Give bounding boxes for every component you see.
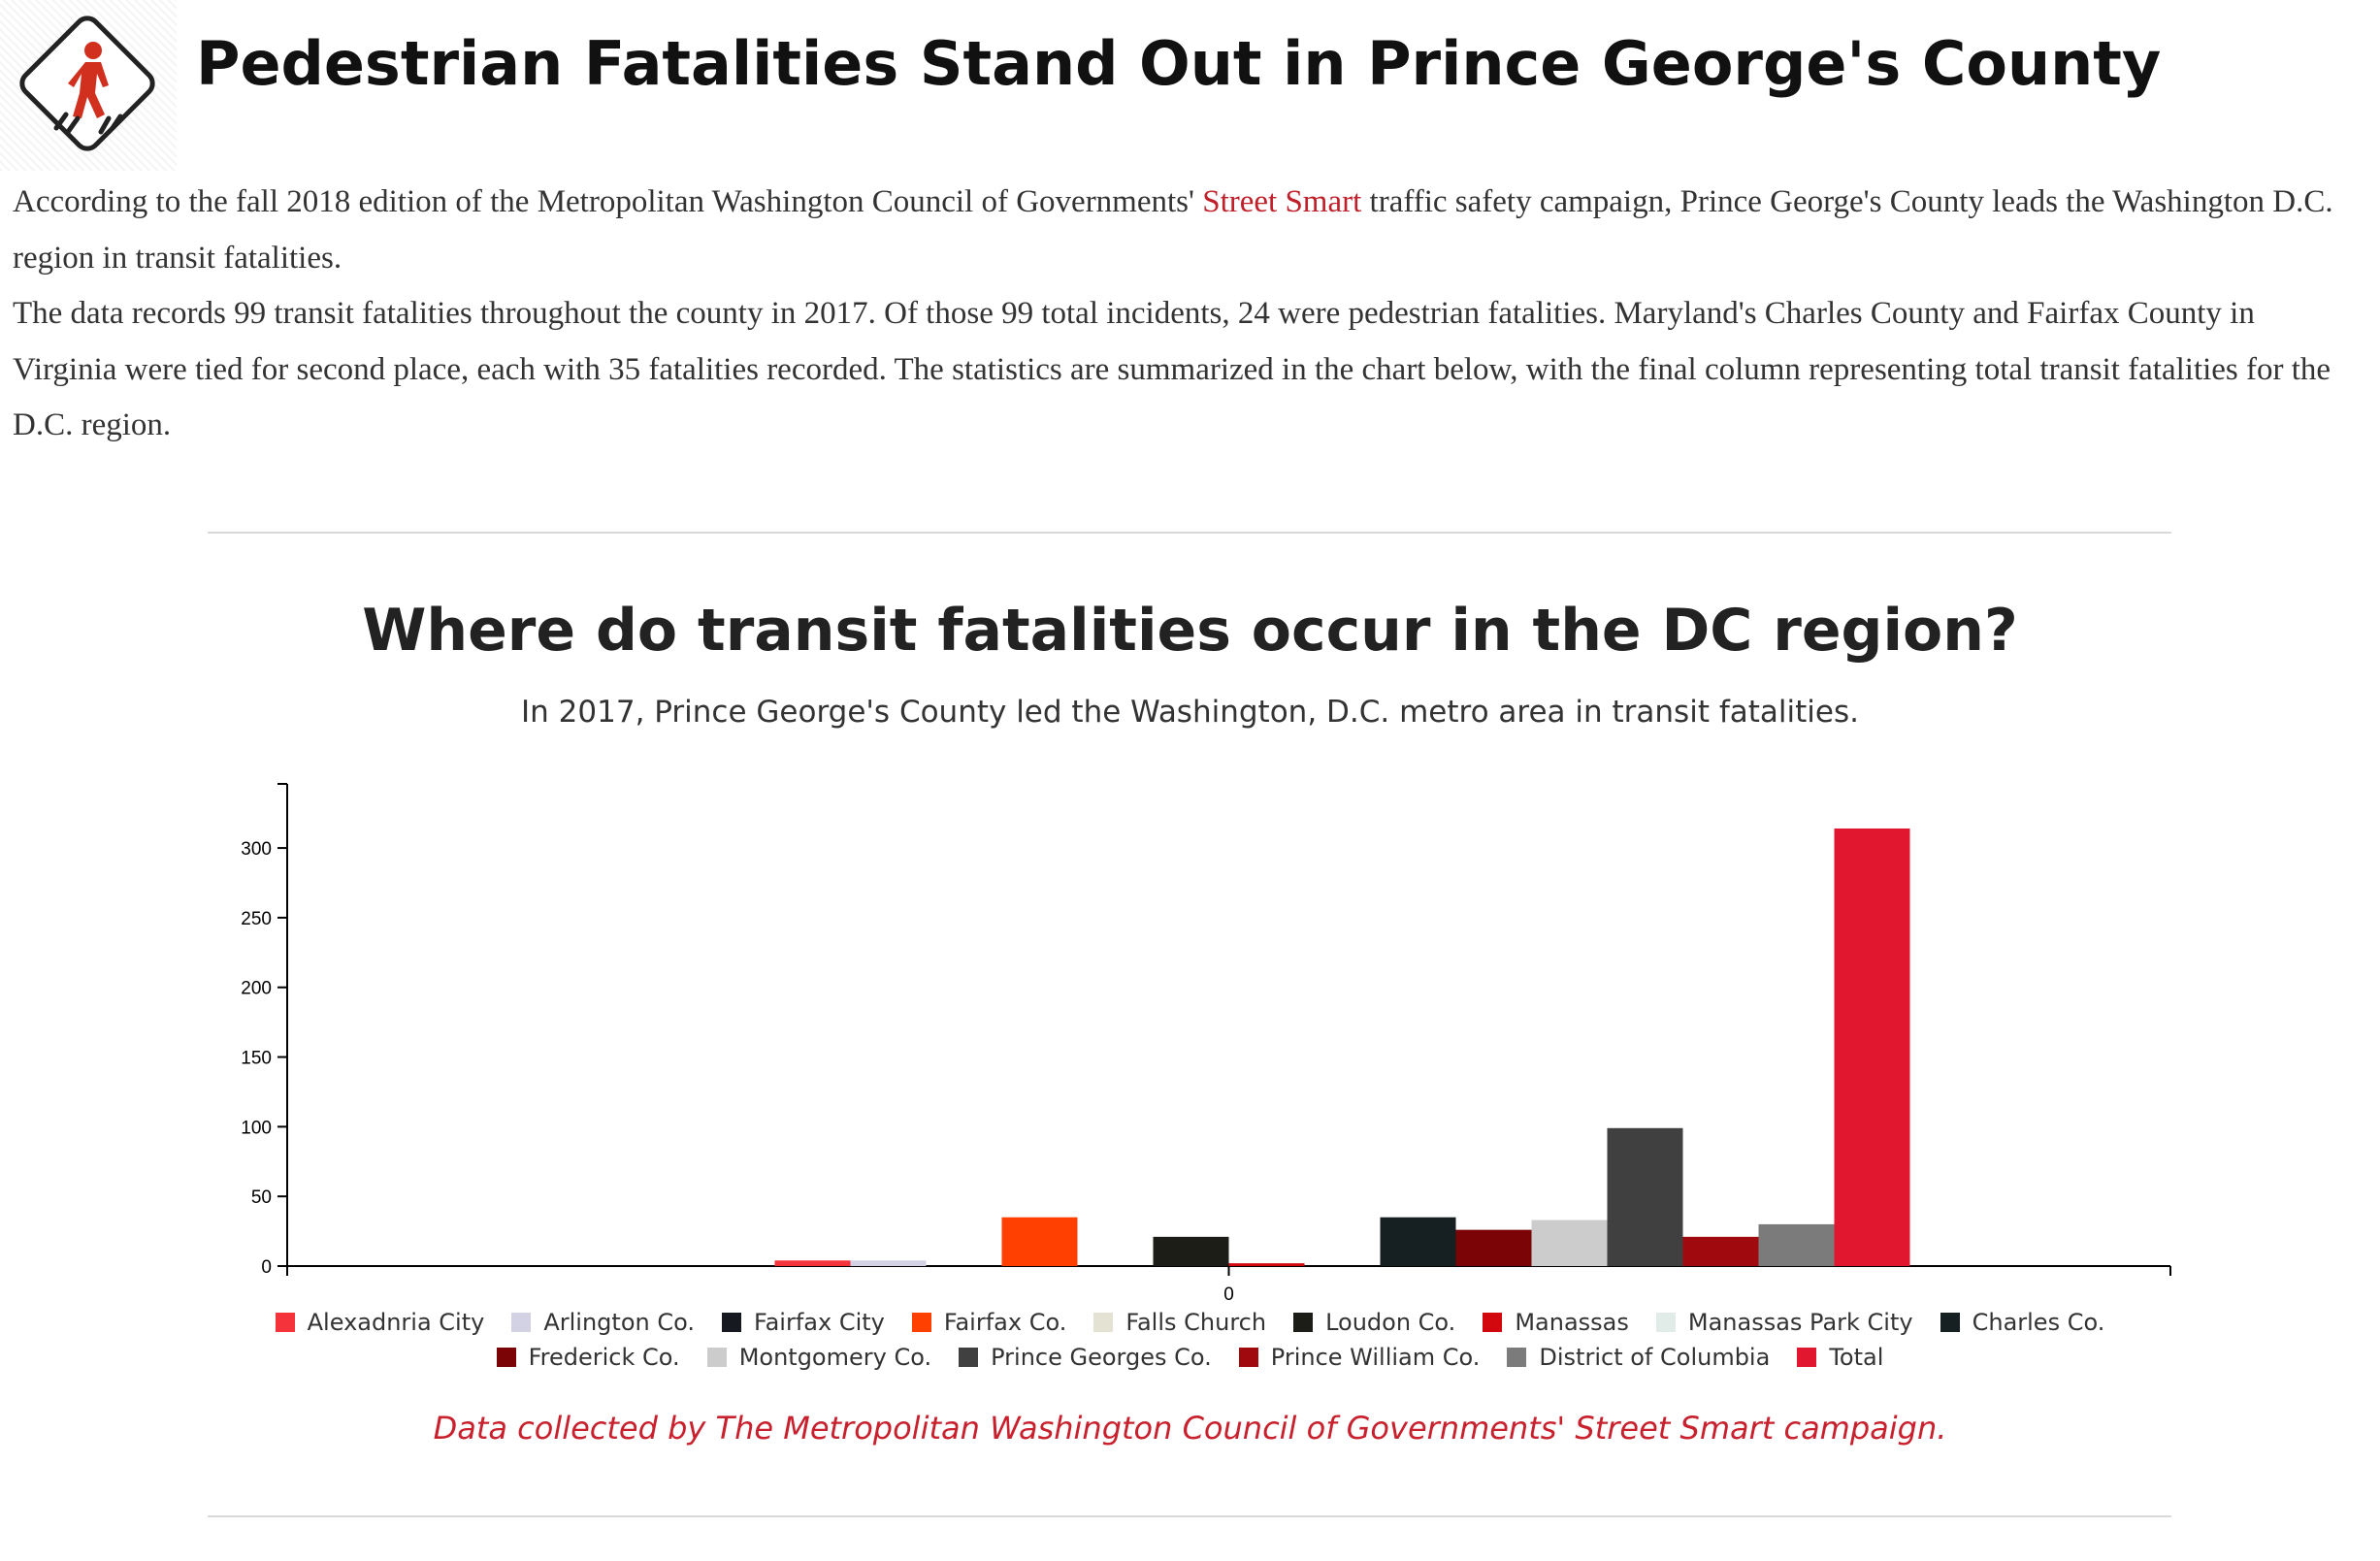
y-tick-label: 0: [261, 1257, 272, 1278]
legend-item: Manassas Park City: [1655, 1308, 1913, 1337]
legend-item: Falls Church: [1093, 1308, 1266, 1337]
legend-item: Fairfax Co.: [911, 1308, 1067, 1337]
bar-chart: 0 50 100 150 200 250 300 0: [241, 783, 2171, 1300]
intro-text-after: traffic safety campaign, Prince George's…: [13, 184, 2333, 276]
bar-district-of-columbia: [1758, 1223, 1835, 1266]
bar-loudon-co: [1153, 1236, 1229, 1266]
article-paragraph-data: The data records 99 transit fatalities t…: [13, 296, 2331, 442]
y-tick-label: 300: [241, 839, 272, 860]
legend-label: Arlington Co.: [543, 1309, 695, 1336]
legend-label: Loudon Co.: [1325, 1309, 1456, 1336]
legend-swatch: [1293, 1313, 1314, 1332]
bar-alexadnria-city: [774, 1260, 851, 1266]
bar-charles-co: [1380, 1217, 1456, 1266]
intro-text-before: According to the fall 2018 edition of th…: [13, 184, 1203, 219]
legend-label: Prince William Co.: [1270, 1344, 1481, 1371]
y-tick-label: 250: [241, 909, 272, 929]
legend-label: Charles Co.: [1972, 1309, 2105, 1336]
bar-total: [1834, 828, 1910, 1266]
legend-item: Arlington Co.: [511, 1308, 695, 1337]
legend-swatch: [1483, 1313, 1503, 1332]
pedestrian-crossing-sign-icon: [19, 16, 155, 151]
legend-swatch: [1093, 1313, 1114, 1332]
bar-manassas: [1228, 1263, 1305, 1266]
bar-montgomery-co: [1531, 1220, 1608, 1266]
legend-item: Alexadnria City: [275, 1308, 485, 1337]
street-smart-link[interactable]: Street Smart: [1202, 184, 1362, 219]
legend-label: Fairfax City: [754, 1309, 885, 1336]
bar-arlington-co: [850, 1260, 927, 1266]
legend-swatch: [496, 1348, 516, 1367]
y-tick-label: 150: [241, 1049, 272, 1069]
legend-swatch: [959, 1348, 979, 1367]
pedestrian-logo: [0, 0, 177, 171]
bar-prince-georges-co: [1607, 1127, 1683, 1266]
legend-swatch: [1238, 1348, 1258, 1367]
article-paragraph-intro: According to the fall 2018 edition of th…: [13, 175, 2365, 286]
chart-title: Where do transit fatalities occur in the…: [362, 597, 2018, 665]
legend-swatch: [1507, 1348, 1527, 1367]
legend-swatch: [1655, 1313, 1676, 1332]
legend-swatch: [275, 1313, 295, 1332]
y-tick-label: 50: [251, 1187, 272, 1208]
legend-item: Total: [1797, 1343, 1883, 1372]
bar-frederick-co: [1455, 1229, 1532, 1266]
y-tick-label: 100: [241, 1118, 272, 1138]
legend-item: Loudon Co.: [1293, 1308, 1455, 1337]
legend-item: Montgomery Co.: [706, 1343, 932, 1372]
bar-fairfax-co: [1001, 1217, 1078, 1266]
legend-label: Manassas: [1515, 1309, 1629, 1336]
legend-label: Manassas Park City: [1687, 1309, 1913, 1336]
top-divider: [208, 532, 2171, 534]
legend-swatch: [1940, 1313, 1960, 1332]
legend-swatch: [706, 1348, 727, 1367]
legend-swatch: [722, 1313, 741, 1332]
legend-item: Charles Co.: [1940, 1308, 2105, 1337]
legend-swatch: [911, 1313, 931, 1332]
legend-label: Fairfax Co.: [943, 1309, 1067, 1336]
legend-item: Frederick Co.: [496, 1343, 680, 1372]
legend-label: Frederick Co.: [528, 1344, 680, 1371]
legend-item: District of Columbia: [1507, 1343, 1770, 1372]
chart-legend: Alexadnria City Arlington Co. Fairfax City…: [194, 1308, 2186, 1372]
legend-label: Prince Georges Co.: [991, 1344, 1212, 1371]
legend-label: Alexadnria City: [307, 1309, 485, 1336]
chart-subtitle: In 2017, Prince George's County led the …: [521, 695, 1859, 730]
article-body: According to the fall 2018 edition of th…: [13, 175, 2365, 454]
legend-label: Falls Church: [1125, 1309, 1267, 1336]
legend-item: Prince William Co.: [1238, 1343, 1481, 1372]
page-title: Pedestrian Fatalities Stand Out in Princ…: [196, 28, 2162, 99]
y-tick-label: 200: [241, 979, 272, 999]
x-tick-label: 0: [1223, 1285, 1234, 1300]
legend-item: Fairfax City: [722, 1308, 885, 1337]
legend-item: Prince Georges Co.: [959, 1343, 1212, 1372]
bottom-divider: [208, 1515, 2171, 1517]
legend-swatch: [511, 1313, 532, 1332]
source-note: Data collected by The Metropolitan Washi…: [433, 1410, 1947, 1447]
legend-swatch: [1797, 1348, 1817, 1367]
legend-item: Manassas: [1483, 1308, 1629, 1337]
legend-label: Total: [1829, 1344, 1884, 1371]
bar-prince-william-co: [1682, 1236, 1759, 1266]
legend-label: Montgomery Co.: [738, 1344, 932, 1371]
legend-label: District of Columbia: [1539, 1344, 1771, 1371]
